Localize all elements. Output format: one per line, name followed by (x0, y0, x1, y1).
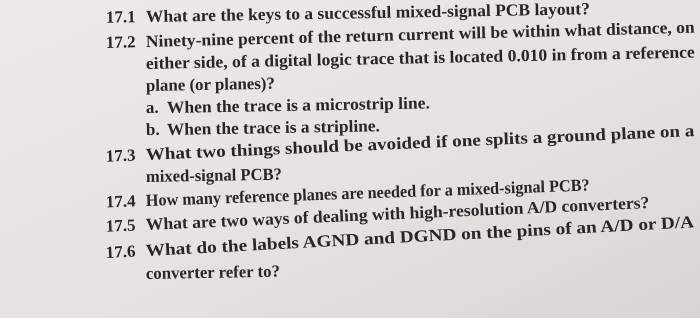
question-number: 17.3 (105, 145, 136, 165)
question-text: plane (or planes)? (146, 74, 275, 95)
question-number: 17.5 (105, 215, 136, 235)
question-text: mixed-signal PCB? (146, 165, 282, 186)
question-number: 17.2 (106, 32, 136, 52)
question-text: converter refer to? (146, 262, 280, 283)
item-text: When the trace is a stripline. (167, 116, 380, 139)
item-label: a. (146, 98, 159, 117)
item-text: When the trace is a microstrip line. (167, 93, 430, 117)
item-label: b. (146, 120, 160, 139)
question-number: 17.1 (106, 7, 136, 27)
question-number: 17.6 (105, 242, 136, 263)
question-number: 17.4 (106, 191, 137, 211)
